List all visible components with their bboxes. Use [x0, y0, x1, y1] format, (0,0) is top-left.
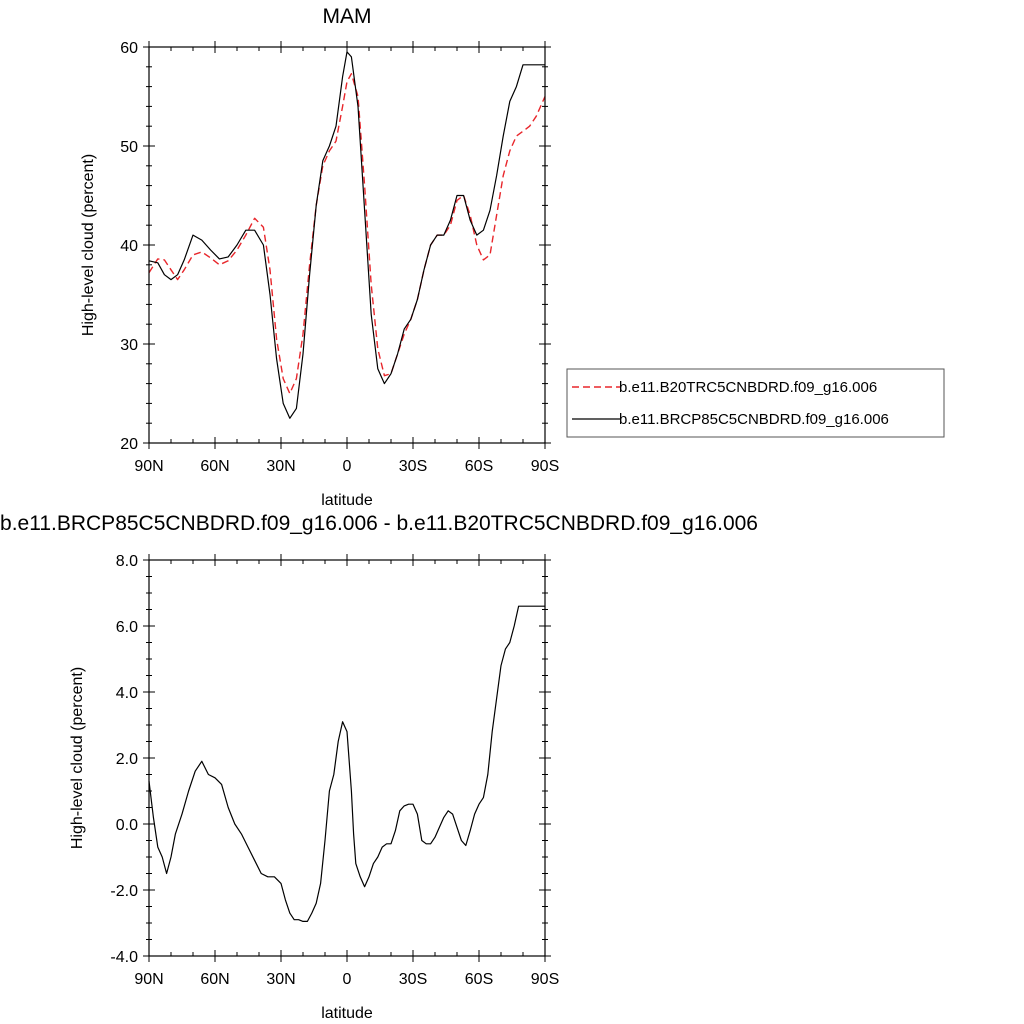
- legend-label-b20trc: b.e11.B20TRC5CNBDRD.f09_g16.006: [619, 379, 877, 396]
- bottom-series-line-0: [148, 605, 545, 922]
- bottom-y-tick-label: 6.0: [116, 619, 138, 636]
- top-y-tick-label: 50: [120, 139, 138, 156]
- legend: b.e11.B20TRC5CNBDRD.f09_g16.006 b.e11.BR…: [566, 368, 945, 438]
- top-y-tick-label: 60: [120, 40, 138, 57]
- bottom-y-tick-label: -2.0: [110, 883, 138, 900]
- bottom-y-tick-label: 4.0: [116, 685, 138, 702]
- bottom-x-tick-label: 0: [343, 971, 352, 988]
- bottom-chart-title: b.e11.BRCP85C5CNBDRD.f09_g16.006 - b.e11…: [0, 512, 758, 535]
- bottom-x-tick-label: 90N: [134, 971, 163, 988]
- legend-label-brcp85: b.e11.BRCP85C5CNBDRD.f09_g16.006: [619, 411, 889, 428]
- top-chart-lines: [148, 51, 546, 419]
- top-series-line-0: [148, 73, 546, 395]
- bottom-chart-tick-labels: 90N 60N 30N 0 30S 60S 90S -4.0 -2.0 0.0 2.0 4.0 6.0 8…: [110, 553, 559, 988]
- bottom-x-tick-label: 30N: [266, 971, 295, 988]
- top-y-tick-label: 30: [120, 337, 138, 354]
- top-x-tick-label: 90S: [531, 458, 559, 475]
- top-chart-tick-labels: 90N 60N 30N 0 30S 60S 90S 20 30 40 50 60: [120, 40, 559, 475]
- bottom-y-tick-label: -4.0: [110, 949, 138, 966]
- top-y-tick-label: 40: [120, 238, 138, 255]
- top-x-tick-label: 90N: [134, 458, 163, 475]
- top-series-line-1: [148, 51, 545, 419]
- top-y-axis-title: High-level cloud (percent): [80, 154, 97, 336]
- top-x-tick-label: 30N: [266, 458, 295, 475]
- top-y-tick-label: 20: [120, 436, 138, 453]
- bottom-y-tick-label: 8.0: [116, 553, 138, 570]
- top-x-tick-label: 0: [343, 458, 352, 475]
- top-chart: MAM 90N 60N 30N 0 30S 60S 90S 20 30 40 50 60 latitu…: [80, 5, 945, 509]
- bottom-y-axis-title: High-level cloud (percent): [69, 667, 86, 849]
- top-chart-title: MAM: [323, 5, 372, 28]
- bottom-y-tick-label: 2.0: [116, 751, 138, 768]
- bottom-chart: b.e11.BRCP85C5CNBDRD.f09_g16.006 - b.e11…: [0, 512, 758, 1022]
- top-x-axis-title: latitude: [321, 492, 373, 509]
- bottom-x-tick-label: 30S: [399, 971, 427, 988]
- bottom-x-axis-title: latitude: [321, 1005, 373, 1022]
- top-chart-ticks: [143, 41, 551, 449]
- top-chart-frame: [148, 46, 546, 444]
- bottom-x-tick-label: 60N: [200, 971, 229, 988]
- legend-box: [566, 368, 945, 438]
- bottom-chart-lines: [148, 605, 545, 922]
- top-x-tick-label: 60S: [465, 458, 493, 475]
- bottom-x-tick-label: 60S: [465, 971, 493, 988]
- bottom-x-tick-label: 90S: [531, 971, 559, 988]
- top-x-tick-label: 60N: [200, 458, 229, 475]
- bottom-y-tick-label: 0.0: [116, 817, 138, 834]
- top-x-tick-label: 30S: [399, 458, 427, 475]
- bottom-chart-frame: [148, 559, 546, 957]
